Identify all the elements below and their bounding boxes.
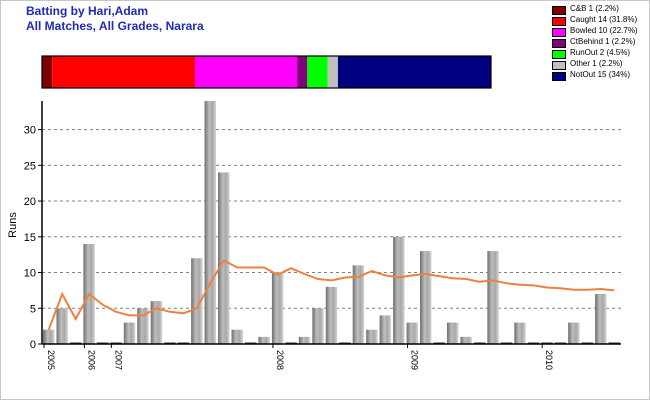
- y-tick-label: 20: [24, 196, 36, 208]
- x-tick-label: 2009: [410, 350, 420, 370]
- bar: [204, 101, 217, 344]
- bar: [460, 336, 472, 344]
- bar: [43, 329, 55, 344]
- y-tick-label: 25: [24, 160, 36, 172]
- bar: [123, 322, 136, 344]
- average-line: [47, 259, 615, 331]
- y-tick-label: 5: [30, 303, 36, 315]
- y-tick-label: 10: [24, 268, 36, 280]
- bar: [393, 236, 405, 344]
- average-line-path: [47, 259, 615, 331]
- y-tick-label: 15: [24, 232, 36, 244]
- legend-swatch: [552, 28, 566, 37]
- bar: [258, 336, 270, 344]
- bar: [325, 286, 338, 344]
- legend-swatch: [552, 61, 566, 70]
- dismissal-segment-other: [327, 56, 338, 88]
- y-axis-label: Runs: [7, 212, 19, 238]
- y-tick-labels: 0 5 10 15 20 25 30: [24, 125, 42, 351]
- dismissal-segment-c&b: [42, 56, 53, 88]
- y-tick-label: 0: [30, 339, 36, 351]
- bar: [218, 172, 230, 344]
- dismissal-segment-ctbehind: [297, 56, 308, 88]
- dismissal-stacked-bar: [41, 55, 492, 89]
- runs-bars: [43, 101, 620, 344]
- bar: [312, 308, 324, 344]
- x-tick-labels: 2005 2006 2007 2008 2009 2010: [43, 344, 554, 370]
- bar: [420, 251, 432, 344]
- bar: [366, 329, 378, 344]
- bar: [487, 251, 499, 344]
- dismissal-bar-border: [41, 55, 492, 89]
- x-tick-label: 2006: [86, 350, 96, 370]
- bar: [406, 322, 419, 344]
- legend-label: NotOut 15 (34%): [570, 70, 631, 79]
- bar: [352, 265, 365, 344]
- dismissal-segment-bowled: [195, 56, 298, 88]
- bar: [446, 322, 459, 344]
- legend-swatch: [552, 72, 566, 81]
- y-tick-label: 30: [24, 125, 36, 137]
- bar: [150, 301, 163, 344]
- bar: [568, 322, 580, 344]
- bar: [137, 308, 149, 344]
- legend-label: CtBehind 1 (2.2%): [570, 37, 636, 46]
- bar: [298, 336, 311, 344]
- chart-title: Batting by Hari,Adam: [26, 4, 149, 18]
- bar: [56, 308, 68, 344]
- x-tick-label: 2008: [275, 350, 285, 370]
- dismissal-segment-notout: [337, 56, 491, 88]
- x-tick-label: 2007: [113, 350, 123, 370]
- bar: [595, 293, 607, 344]
- legend-swatch: [552, 6, 566, 15]
- axes: [41, 101, 621, 345]
- legend-label: C&B 1 (2.2%): [570, 4, 619, 13]
- legend-label: RunOut 2 (4.5%): [570, 48, 631, 57]
- legend-label: Caught 14 (31.8%): [570, 15, 638, 24]
- bar: [231, 329, 243, 344]
- legend-label: Other 1 (2.2%): [570, 59, 623, 68]
- legend-swatch: [552, 50, 566, 59]
- bar: [191, 258, 203, 344]
- bar: [271, 272, 284, 344]
- bar: [379, 315, 392, 344]
- x-tick-label: 2005: [46, 350, 56, 370]
- legend-swatch: [552, 17, 566, 26]
- chart-subtitle: All Matches, All Grades, Narara: [26, 19, 204, 33]
- dismissal-segment-runout: [307, 56, 328, 88]
- bar: [514, 322, 526, 344]
- x-tick-label: 2010: [544, 350, 554, 370]
- gridlines: [42, 129, 621, 309]
- dismissal-segment-caught: [52, 56, 196, 88]
- legend-label: Bowled 10 (22.7%): [570, 26, 638, 35]
- legend-swatch: [552, 39, 566, 48]
